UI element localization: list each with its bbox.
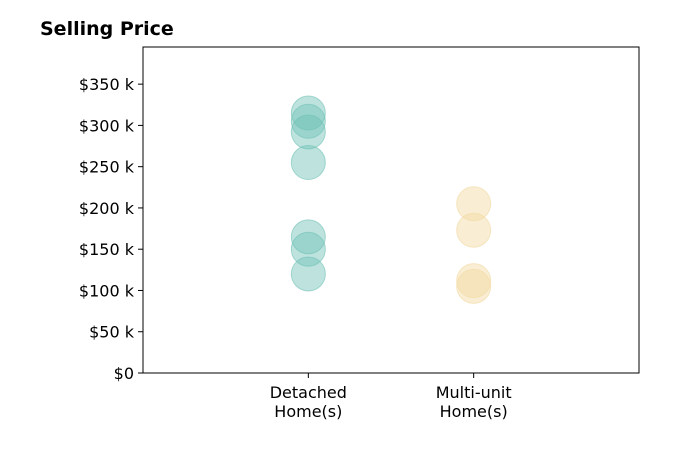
chart-title: Selling Price	[40, 18, 174, 40]
y-tick-label: $0	[114, 364, 134, 383]
y-tick-label: $150 k	[79, 240, 135, 259]
y-tick-label: $300 k	[79, 116, 135, 135]
data-point	[290, 145, 326, 181]
y-tick-label: $200 k	[79, 199, 135, 218]
data-point	[456, 268, 492, 304]
y-axis: $0 $50 k $100 k $150 k $200 k $250 k $300 k $35…	[79, 75, 143, 383]
y-tick-label: $350 k	[79, 75, 135, 94]
data-point	[456, 186, 492, 222]
plot-frame	[142, 46, 640, 374]
data-point	[290, 114, 326, 150]
data-points	[290, 95, 492, 304]
data-point	[290, 231, 326, 267]
y-tick-label: $50 k	[89, 323, 135, 342]
y-tick-label: $100 k	[79, 281, 135, 300]
data-point	[290, 256, 326, 292]
data-point	[290, 95, 326, 131]
data-point	[290, 103, 326, 139]
x-tick-label: Multi-unit Home(s)	[436, 383, 512, 421]
data-point	[456, 212, 492, 248]
x-tick-label: Detached Home(s)	[270, 383, 347, 421]
y-tick-label: $250 k	[79, 158, 135, 177]
data-point	[290, 219, 326, 255]
x-axis: Detached Home(s) Multi-unit Home(s)	[270, 373, 512, 421]
